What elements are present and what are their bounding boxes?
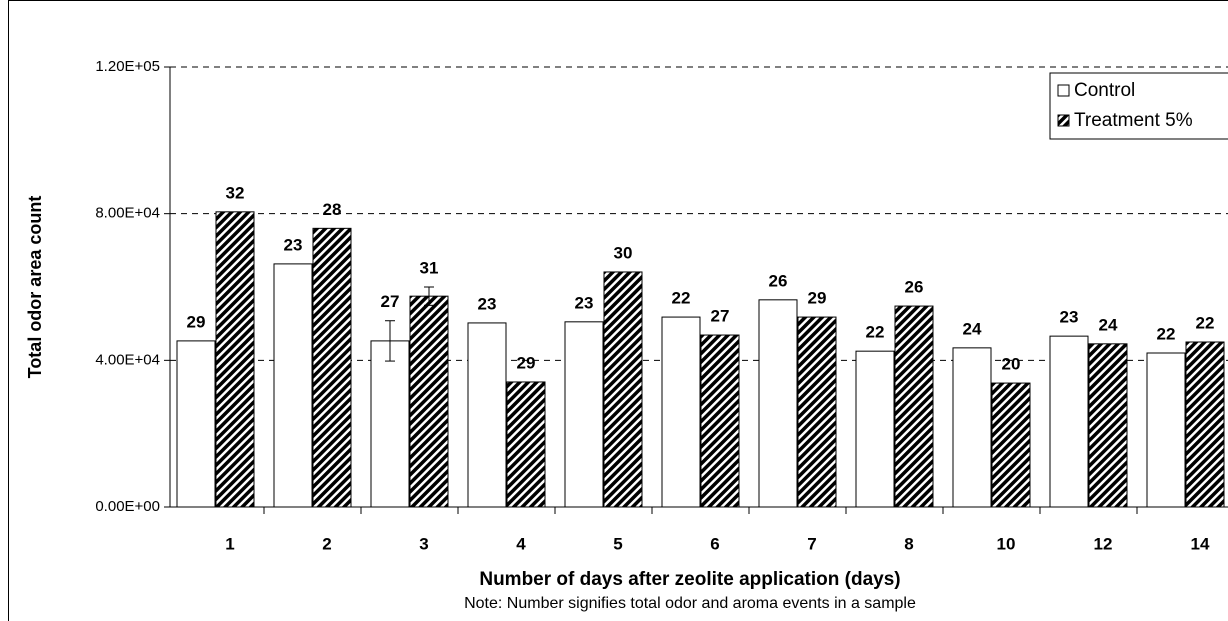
x-tick-label: 8 <box>904 534 913 553</box>
x-tick-label: 14 <box>1191 534 1210 553</box>
x-tick-label: 7 <box>807 534 816 553</box>
event-count: 23 <box>478 294 497 313</box>
bar <box>506 381 546 508</box>
x-tick-label: 4 <box>516 534 526 553</box>
note: Note: Number signifies total odor and ar… <box>464 595 916 612</box>
event-count: 27 <box>381 292 400 311</box>
bar <box>273 263 313 508</box>
bar <box>952 347 992 508</box>
legend-label: Treatment 5% <box>1074 110 1193 131</box>
bar <box>409 295 449 508</box>
event-count: 24 <box>963 319 982 338</box>
bar <box>564 321 604 508</box>
bar <box>991 382 1031 508</box>
y-tick-label: 4.00E+04 <box>95 351 160 368</box>
event-count: 29 <box>187 312 206 331</box>
legend-box <box>1049 72 1228 140</box>
event-count: 28 <box>323 200 342 219</box>
x-axis-label: Number of days after zeolite application… <box>479 569 900 590</box>
x-tick-label: 10 <box>997 534 1016 553</box>
x-tick-label: 6 <box>710 534 719 553</box>
legend-swatch <box>1057 84 1070 97</box>
event-count: 23 <box>284 235 303 254</box>
event-count: 22 <box>1157 324 1176 343</box>
bar <box>467 322 507 508</box>
legend-label: Control <box>1074 80 1135 101</box>
bar <box>370 340 410 508</box>
event-count: 26 <box>905 278 924 297</box>
event-count: 22 <box>866 323 885 342</box>
y-tick-label: 8.00E+04 <box>95 205 160 222</box>
bar <box>894 305 934 508</box>
event-count: 23 <box>575 293 594 312</box>
bar <box>312 227 352 508</box>
event-count: 32 <box>226 183 245 202</box>
x-tick-label: 2 <box>322 534 331 553</box>
event-count: 29 <box>517 353 536 372</box>
x-tick-label: 3 <box>419 534 428 553</box>
bar <box>1185 341 1225 508</box>
bar <box>700 334 740 508</box>
y-tick-label: 1.20E+05 <box>95 58 160 75</box>
event-count: 31 <box>420 258 439 277</box>
event-count: 29 <box>808 289 827 308</box>
bar <box>1146 352 1186 508</box>
x-tick-label: 5 <box>613 534 622 553</box>
event-count: 22 <box>672 289 691 308</box>
event-count: 26 <box>769 271 788 290</box>
bar <box>1088 343 1128 508</box>
event-count: 24 <box>1099 315 1118 334</box>
event-count: 30 <box>614 243 633 262</box>
bar <box>176 340 216 508</box>
bar <box>215 211 255 508</box>
bar <box>855 350 895 508</box>
x-tick-label: 12 <box>1094 534 1113 553</box>
event-count: 23 <box>1060 308 1079 327</box>
event-count: 22 <box>1196 313 1215 332</box>
x-tick-label: 1 <box>225 534 234 553</box>
bar <box>758 299 798 508</box>
bar <box>603 271 643 508</box>
y-axis-label: Total odor area count <box>25 196 45 379</box>
bar <box>797 316 837 508</box>
event-count: 20 <box>1002 355 1021 374</box>
bar <box>1049 335 1089 508</box>
legend-swatch <box>1057 114 1070 127</box>
bar <box>661 316 701 508</box>
y-tick-label: 0.00E+00 <box>95 498 160 515</box>
event-count: 27 <box>711 307 730 326</box>
